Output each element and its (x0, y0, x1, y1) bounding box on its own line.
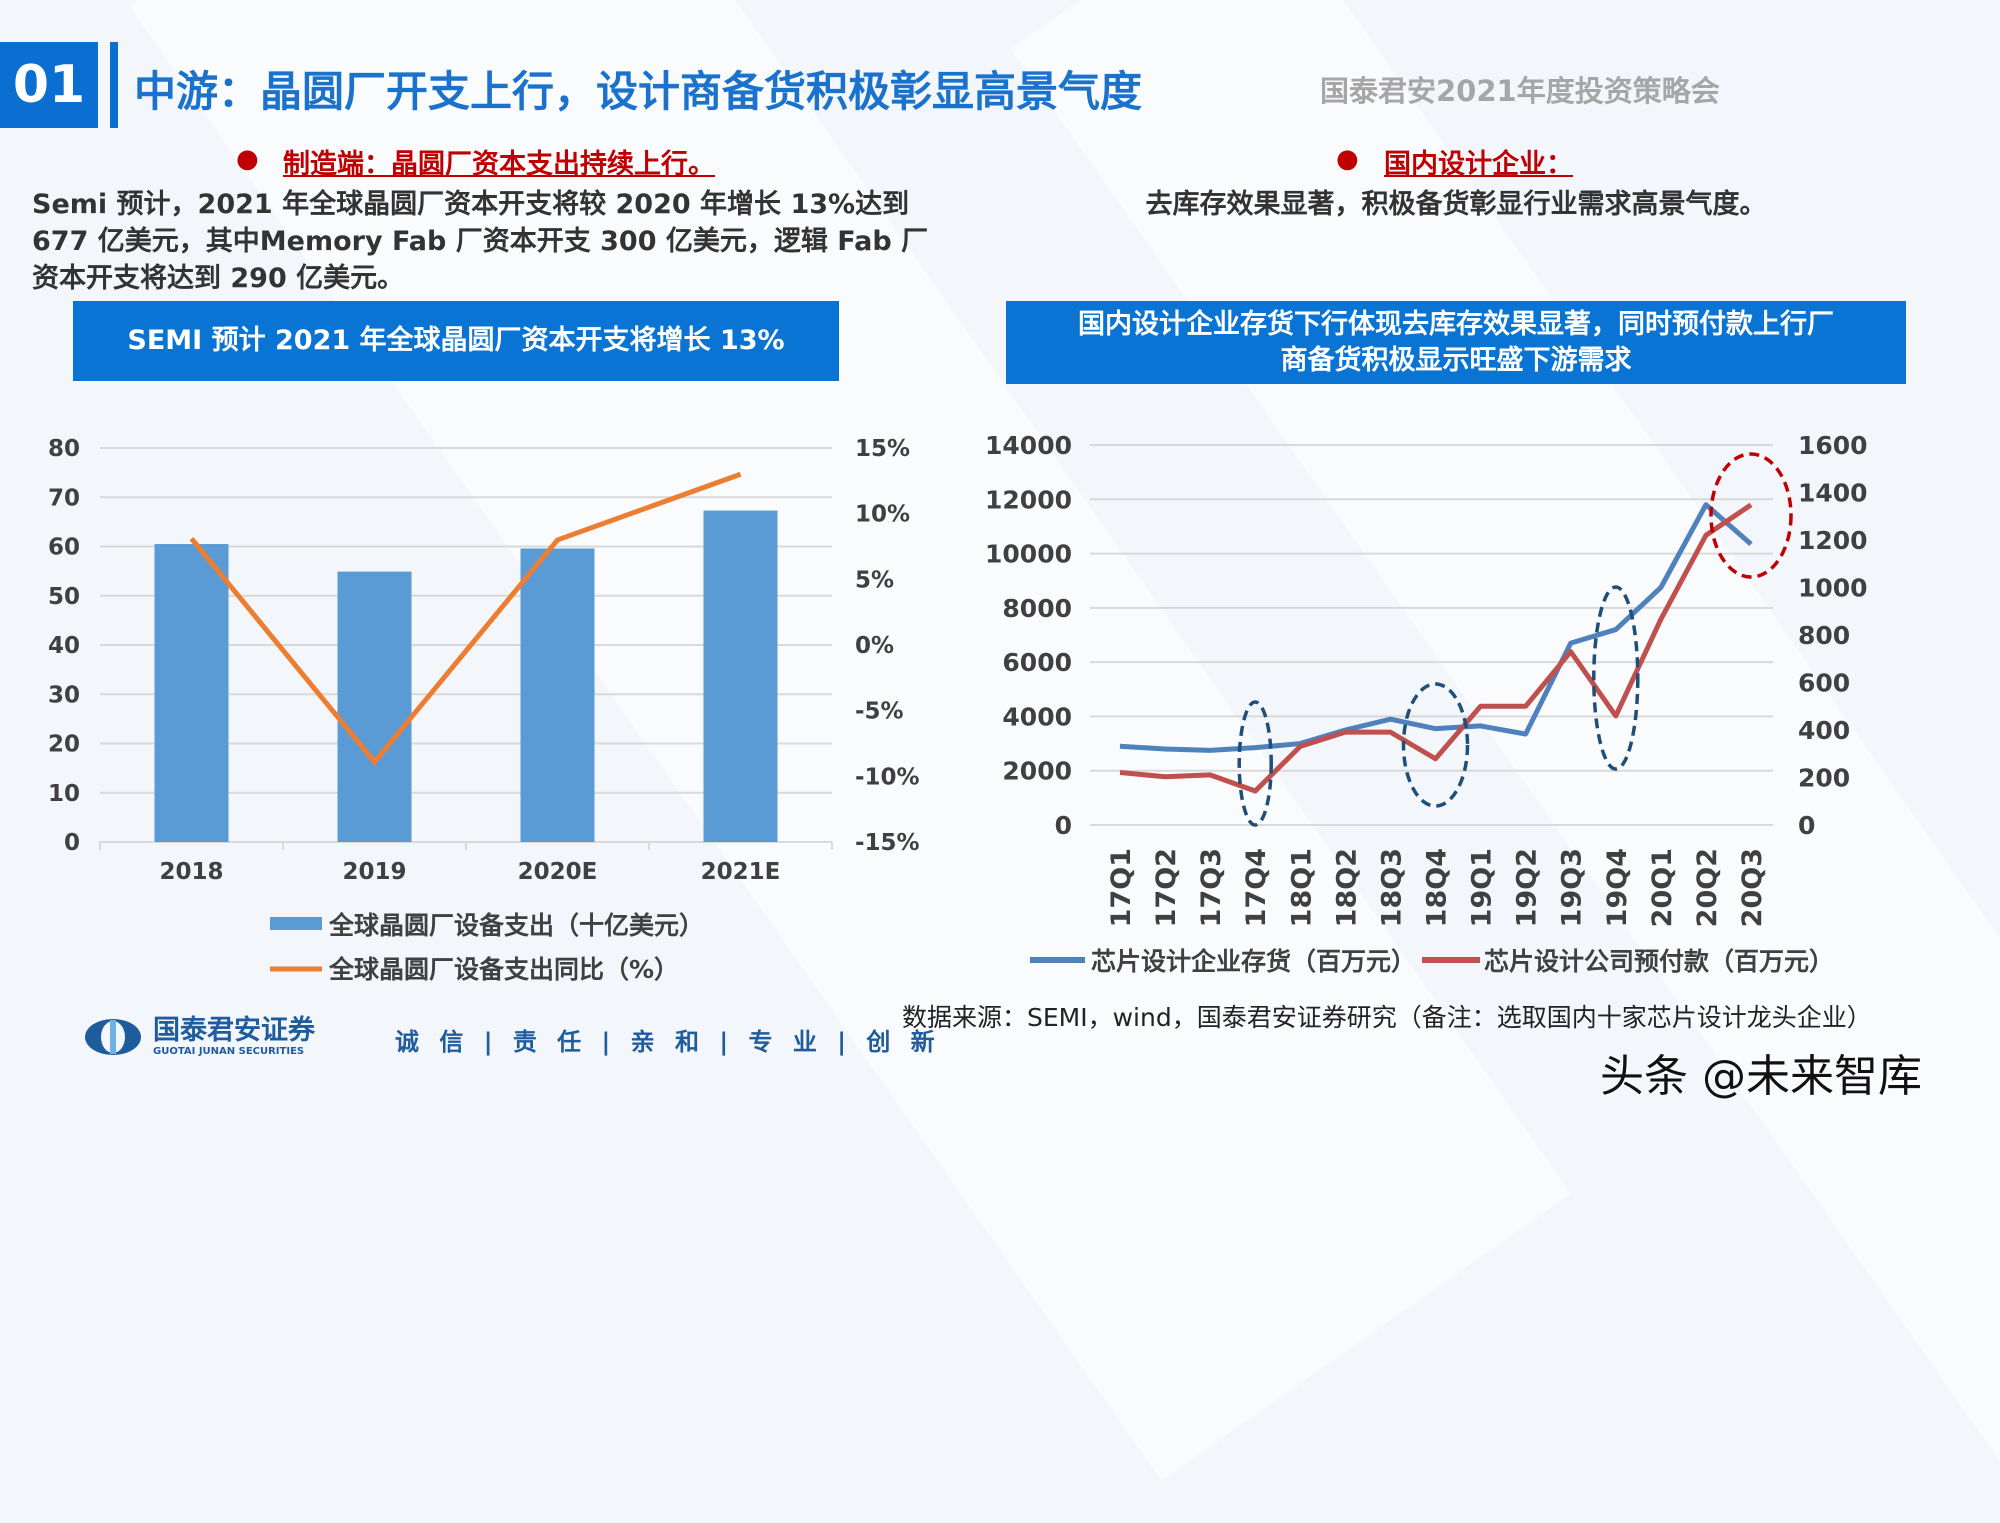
logo-en: GUOTAI JUNAN SECURITIES (153, 1046, 305, 1057)
legend-label: 芯片设计公司预付款（百万元） (1484, 947, 1834, 976)
x-tick-label: 20Q1 (1647, 848, 1678, 927)
bar (520, 548, 595, 842)
y-right-tick: 0% (855, 633, 894, 659)
y-right-tick: 600 (1798, 669, 1850, 698)
y-left-tick: 80 (48, 436, 80, 462)
wafer-capex-chart: 0 10 20 30 40 50 60 70 80 -15% -10% -5% 0% 5% 10% 15% 20… (48, 436, 920, 984)
y-right-tick: 200 (1798, 764, 1850, 793)
highlight-ellipse (1592, 585, 1640, 771)
x-tick-label: 20Q2 (1692, 848, 1723, 927)
series-line (1119, 502, 1753, 794)
paragraph-line: 677 亿美元，其中Memory Fab 厂资本开支 300 亿美元，逻辑 Fa… (32, 226, 929, 257)
legend-label: 芯片设计企业存货（百万元） (1091, 947, 1416, 976)
x-tick-label: 17Q1 (1106, 848, 1137, 927)
chart-title-line: 商备货积极显示旺盛下游需求 (1280, 344, 1632, 376)
charts-canvas: 0 10 20 30 40 50 60 70 80 -15% -10% -5% 0% 5% 10% 15% 20… (48, 431, 1868, 984)
bullet-icon: ● (236, 144, 259, 174)
x-tick-label: 19Q3 (1557, 848, 1588, 927)
x-tick-label: 2021E (701, 859, 781, 885)
page-title: 中游：晶圆厂开支上行，设计商备货积极彰显高景气度 (134, 67, 1143, 116)
y-left-tick: 0 (64, 830, 80, 856)
y-left-tick: 2000 (1002, 757, 1072, 786)
bar (154, 544, 229, 842)
bar (703, 510, 778, 842)
x-tick-label: 19Q1 (1467, 848, 1498, 927)
y-left-tick: 4000 (1002, 702, 1072, 731)
company-motto: 诚 信 | 责 任 | 亲 和 | 专 业 | 创 新 (395, 1028, 941, 1056)
design-inventory-chart: 0 2000 4000 6000 8000 10000 12000 14000 0 200 400 6… (985, 431, 1868, 976)
y-left-tick: 14000 (985, 431, 1072, 460)
x-tick-label: 18Q2 (1331, 848, 1362, 927)
right-heading: 国内设计企业： (1384, 149, 1573, 180)
y-right-tick: 15% (855, 436, 910, 462)
y-left-tick: 12000 (985, 485, 1072, 514)
highlight-ellipse (1401, 682, 1470, 808)
logo-cn: 国泰君安证券 (153, 1015, 315, 1046)
y-right-tick: 5% (855, 567, 894, 593)
y-left-tick: 8000 (1002, 594, 1072, 623)
x-tick-label: 17Q4 (1241, 848, 1272, 927)
paragraph-line: 资本开支将达到 290 亿美元。 (32, 263, 405, 294)
legend-label: 全球晶圆厂设备支出同比（%） (328, 955, 679, 984)
section-number: 01 (0, 42, 98, 128)
x-tick-label: 20Q3 (1737, 848, 1768, 927)
title-divider (110, 42, 118, 128)
x-tick-label: 18Q3 (1376, 848, 1407, 927)
y-right-tick: 1400 (1798, 479, 1868, 508)
y-right-tick: 10% (855, 502, 910, 528)
legend-swatch-bar (270, 917, 322, 930)
y-left-tick: 40 (48, 633, 80, 659)
yoy-line (189, 471, 742, 766)
x-tick-label: 19Q4 (1602, 848, 1633, 927)
bar (337, 571, 412, 842)
y-right-tick: 0 (1798, 811, 1815, 840)
y-left-tick: 6000 (1002, 648, 1072, 677)
x-tick-label: 18Q4 (1422, 848, 1453, 927)
left-paragraph: Semi 预计，2021 年全球晶圆厂资本开支将较 2020 年增长 13%达到… (32, 186, 928, 297)
watermark: 头条 @未来智库 (1600, 1051, 1922, 1102)
y-left-tick: 60 (48, 535, 80, 561)
event-subtitle: 国泰君安2021年度投资策略会 (1320, 74, 1720, 108)
chart-title-line: 国内设计企业存货下行体现去库存效果显著，同时预付款上行厂 (1078, 308, 1834, 340)
x-tick-label: 17Q2 (1151, 848, 1182, 927)
y-left-tick: 70 (48, 485, 80, 511)
bullet-icon: ● (1336, 144, 1359, 174)
y-left-tick: 10000 (985, 540, 1072, 569)
x-tick-label: 18Q1 (1286, 848, 1317, 927)
y-left-tick: 0 (1055, 811, 1072, 840)
y-right-tick: 400 (1798, 716, 1850, 745)
x-tick-label: 2018 (159, 859, 223, 885)
x-tick-label: 17Q3 (1196, 848, 1227, 927)
y-right-tick: -15% (855, 830, 920, 856)
left-chart-title: SEMI 预计 2021 年全球晶圆厂资本开支将增长 13% (73, 301, 839, 381)
y-left-tick: 20 (48, 732, 80, 758)
y-right-tick: 1000 (1798, 574, 1868, 603)
left-heading: 制造端：晶圆厂资本支出持续上行。 (283, 149, 715, 180)
x-tick-label: 19Q2 (1512, 848, 1543, 927)
right-paragraph: 去库存效果显著，积极备货彰显行业需求高景气度。 (1145, 189, 1767, 220)
right-chart-title: 国内设计企业存货下行体现去库存效果显著，同时预付款上行厂 商备货积极显示旺盛下游… (1006, 301, 1906, 384)
paragraph-line: Semi 预计，2021 年全球晶圆厂资本开支将较 2020 年增长 13%达到 (32, 189, 910, 220)
data-source: 数据来源：SEMI，wind，国泰君安证券研究（备注：选取国内十家芯片设计龙头企… (902, 1003, 1872, 1032)
y-left-tick: 50 (48, 584, 80, 610)
y-right-tick: 1200 (1798, 526, 1868, 555)
highlight-ellipse (1237, 700, 1273, 827)
highlight-ellipse (1709, 452, 1793, 579)
y-right-tick: -5% (855, 699, 904, 725)
series-line (1119, 502, 1753, 753)
company-logo: 国泰君安证券 GUOTAI JUNAN SECURITIES (83, 1016, 315, 1057)
x-tick-label: 2020E (518, 859, 598, 885)
logo-icon (85, 1018, 141, 1055)
y-right-tick: 800 (1798, 621, 1850, 650)
y-right-tick: 1600 (1798, 431, 1868, 460)
x-tick-label: 2019 (342, 859, 406, 885)
legend-label: 全球晶圆厂设备支出（十亿美元） (328, 911, 704, 940)
y-left-tick: 30 (48, 682, 80, 708)
y-right-tick: -10% (855, 764, 920, 790)
y-left-tick: 10 (48, 781, 80, 807)
